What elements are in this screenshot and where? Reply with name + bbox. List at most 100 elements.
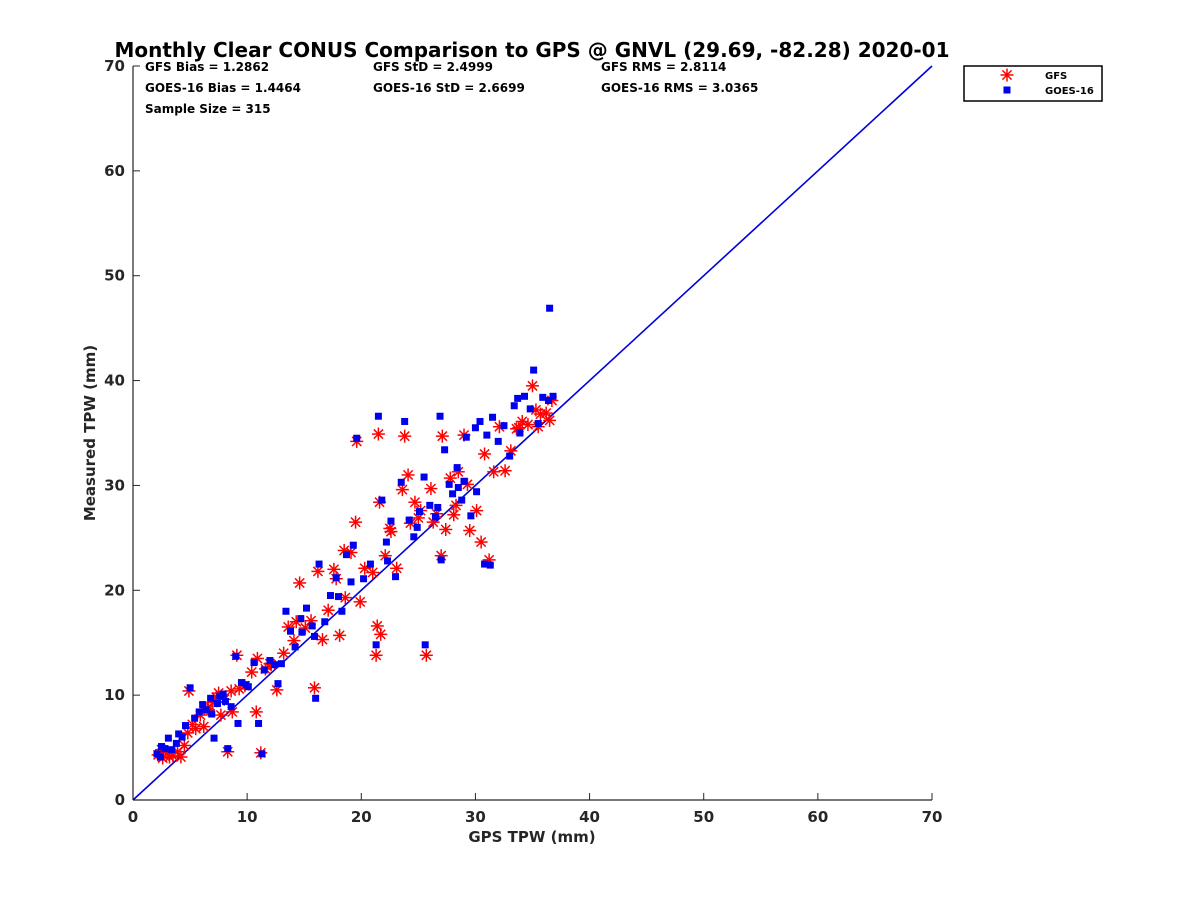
gfs-point [349,515,363,529]
goes-16-point [161,745,169,753]
gfs-point [439,522,453,536]
x-tick-label: 0 [128,808,138,826]
goes-16-point [471,424,479,432]
legend-label-goes: GOES-16 [1045,86,1094,97]
goes-16-point [207,694,215,702]
gfs-point [487,465,501,479]
y-tick-label: 10 [104,686,125,704]
reference-line [132,65,933,801]
goes-16-point [405,516,413,524]
goes-16-point [277,660,285,668]
x-tick-label: 50 [693,808,714,826]
gfs-point [333,628,347,642]
y-tick-label: 70 [104,57,125,75]
gfs-point [474,535,488,549]
goes-16-point [494,437,502,445]
goes-16-point [453,464,461,472]
gfs-point [419,648,433,662]
goes-16-point [426,501,434,509]
goes-16-point [467,512,475,520]
goes-16-point [175,730,183,738]
gfs-point [435,429,449,443]
goes-16-point [199,701,207,709]
legend-marker-gfs [1000,68,1014,82]
gfs-point [369,648,383,662]
goes-16-point [266,657,274,665]
goes-16-point [372,641,380,649]
goes-16-point [242,681,250,689]
gfs-point [447,508,461,522]
goes-16-point [521,392,529,400]
stat-goes-bias: GOES-16 Bias = 1.4464 [145,81,301,95]
gfs-point [249,705,263,719]
goes-16-point [349,541,357,549]
goes-16-point [436,412,444,420]
goes-16-point [291,643,299,651]
goes-16-point [297,615,305,623]
goes-16-point [227,703,235,711]
goes-16-point [431,513,439,521]
y-axis-label: Measured TPW (mm) [81,345,99,521]
goes-16-point [232,652,240,660]
goes-16-point [164,734,172,742]
gfs-point [353,595,367,609]
goes-16-point [434,503,442,511]
goes-16-point [347,578,355,586]
gfs-point [327,562,341,576]
y-tick-label: 40 [104,372,125,390]
goes-16-point [315,560,323,568]
x-tick-label: 20 [351,808,372,826]
data-points [151,304,559,765]
goes-16-point [481,560,489,568]
gfs-point [424,482,438,496]
series-goes-16 [153,304,557,761]
goes-16-point [321,618,329,626]
stat-gfs-rms: GFS RMS = 2.8114 [601,60,726,74]
goes-16-point [182,722,190,730]
legend-box [963,65,1103,102]
goes-16-point [216,692,224,700]
goes-16-point [544,396,552,404]
gfs-point [374,627,388,641]
gfs-point [307,681,321,695]
legend: GFS GOES-16 [963,65,1103,102]
goes-16-point [274,680,282,688]
goes-16-point [489,413,497,421]
gfs-point [498,464,512,478]
gfs-point [463,524,477,538]
gfs-point [315,633,329,647]
reference-line-group [132,65,933,801]
gfs-point [401,468,415,482]
goes-16-point [172,739,180,747]
goes-16-point [338,607,346,615]
goes-16-point [258,750,266,758]
goes-16-point [234,719,242,727]
x-axis-label: GPS TPW (mm) [468,828,595,846]
x-tick-label: 60 [807,808,828,826]
goes-16-point [342,551,350,559]
stat-gfs-std: GFS StD = 2.4999 [373,60,493,74]
x-tick-label: 30 [465,808,486,826]
stat-goes-rms: GOES-16 RMS = 3.0365 [601,81,758,95]
goes-16-point [224,745,232,753]
goes-16-point [186,684,194,692]
goes-16-point [334,593,342,601]
goes-16-point [213,700,221,708]
tick-labels: 0 10 20 30 40 50 60 70 0 10 20 30 40 50 60 70 [104,57,942,826]
goes-16-point [382,538,390,546]
gfs-point [197,720,211,734]
gfs-point [543,413,557,427]
goes-16-point [516,429,524,437]
goes-16-point [530,366,538,374]
goes-16-point [500,422,508,430]
goes-16-point [353,434,361,442]
goes-16-point [449,490,457,498]
goes-16-point [332,574,340,582]
goes-16-point [410,533,418,541]
goes-16-point [387,517,395,525]
goes-16-point [310,632,318,640]
goes-16-point [208,710,216,718]
gfs-point [277,646,291,660]
goes-16-point [156,753,164,761]
goes-16-point [308,622,316,630]
